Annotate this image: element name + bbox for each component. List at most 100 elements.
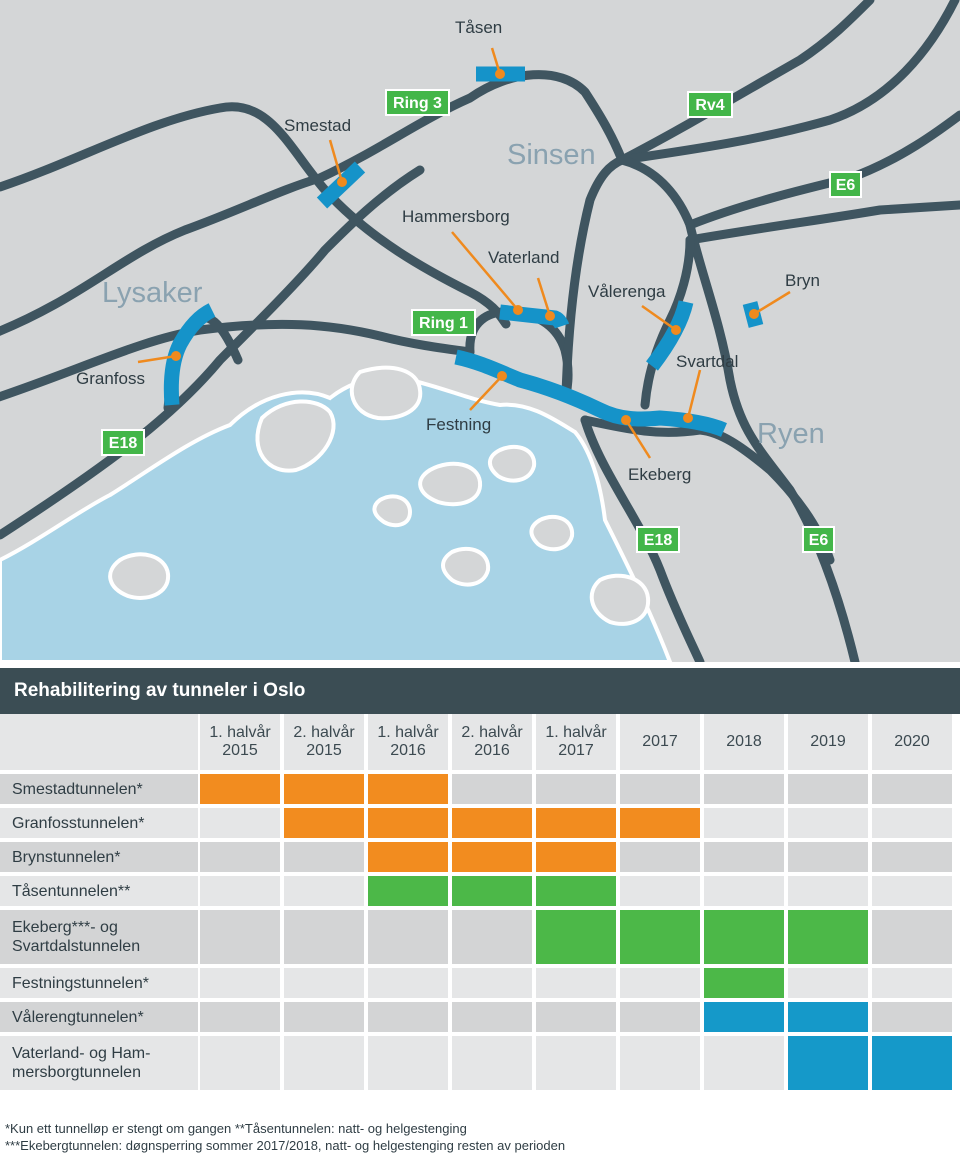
tunnel-name-line: Festningstunnelen* bbox=[12, 974, 149, 992]
schedule-bar-active bbox=[284, 808, 364, 838]
schedule-cell-empty bbox=[452, 1002, 532, 1032]
tunnel-row-label: Vaterland- og Ham-mersborgtunnelen bbox=[0, 1036, 198, 1090]
period-header-text: 2. halvår bbox=[293, 724, 355, 741]
schedule-cell-empty bbox=[452, 910, 532, 964]
tunnel-name: Granfosstunnelen* bbox=[12, 814, 145, 833]
schedule-bar-active bbox=[536, 910, 616, 964]
period-header-text: 2015 bbox=[222, 742, 258, 759]
area-label-sinsen: Sinsen bbox=[507, 139, 596, 171]
tunnel-label-tasen: Tåsen bbox=[455, 18, 502, 37]
schedule-cell-empty bbox=[704, 876, 784, 906]
schedule-cell-empty bbox=[872, 842, 952, 872]
schedule-bar-active bbox=[704, 1002, 784, 1032]
period-header: 2017 bbox=[620, 714, 700, 770]
schedule-bar-active bbox=[200, 774, 280, 804]
schedule-cell-empty bbox=[704, 1036, 784, 1090]
schedule-cell-empty bbox=[452, 774, 532, 804]
schedule-bar-active bbox=[704, 968, 784, 998]
road-shield-e6-north: E6 bbox=[829, 171, 862, 198]
schedule-bar-active bbox=[452, 808, 532, 838]
tunnel-label-hammersborg: Hammersborg bbox=[402, 207, 510, 226]
tunnel-row-label: Vålerengtunnelen* bbox=[0, 1002, 198, 1032]
tunnel-row-label: Festningstunnelen* bbox=[0, 968, 198, 998]
period-header-text: 2. halvår bbox=[461, 724, 523, 741]
schedule-cell-empty bbox=[620, 1036, 700, 1090]
schedule-cell-empty bbox=[368, 910, 448, 964]
rehabilitation-schedule-panel: Rehabilitering av tunneler i Oslo 1. hal… bbox=[0, 668, 960, 1158]
island bbox=[441, 546, 491, 587]
svg-text:E6: E6 bbox=[836, 177, 856, 194]
tunnel-label-festning: Festning bbox=[426, 415, 491, 434]
schedule-bar-active bbox=[452, 842, 532, 872]
road-shield-ring3: Ring 3 bbox=[385, 89, 450, 116]
road-shield-e18-west: E18 bbox=[101, 429, 145, 456]
schedule-bar-active bbox=[452, 876, 532, 906]
area-label-lysaker: Lysaker bbox=[102, 277, 203, 309]
period-header-text: 1. halvår bbox=[377, 724, 439, 741]
schedule-cell-empty bbox=[704, 808, 784, 838]
period-header: 2018 bbox=[704, 714, 784, 770]
tunnel-name-line: Vålerengtunnelen* bbox=[12, 1008, 144, 1026]
schedule-cell-empty bbox=[284, 876, 364, 906]
schedule-cell-empty bbox=[200, 842, 280, 872]
footnotes: *Kun ett tunnelløp er stengt om gangen *… bbox=[5, 1120, 955, 1154]
tunnel-row-label: Smestadtunnelen* bbox=[0, 774, 198, 804]
period-header: 2. halvår 2015 bbox=[284, 714, 364, 770]
period-header-text: 1. halvår bbox=[209, 724, 271, 741]
schedule-bar-active bbox=[788, 1002, 868, 1032]
schedule-cell-empty bbox=[620, 1002, 700, 1032]
tunnel-label-vaterland: Vaterland bbox=[488, 248, 560, 267]
tunnel-name: Smestadtunnelen* bbox=[12, 780, 143, 799]
schedule-cell-empty bbox=[536, 1036, 616, 1090]
island bbox=[529, 514, 575, 552]
schedule-cell-empty bbox=[536, 774, 616, 804]
tunnel-label-bryn: Bryn bbox=[785, 271, 820, 290]
schedule-bar-active bbox=[620, 910, 700, 964]
tunnel-name-line: Svartdalstunnelen bbox=[12, 938, 141, 955]
tunnel-name: Tåsentunnelen** bbox=[12, 882, 130, 901]
tunnel-row-label: Tåsentunnelen** bbox=[0, 876, 198, 906]
footnote-line: ***Ekebergtunnelen: døgnsperring sommer … bbox=[5, 1138, 566, 1153]
island bbox=[255, 399, 336, 473]
schedule-bar-active bbox=[368, 876, 448, 906]
island bbox=[349, 365, 423, 421]
tunnel-name-line: Smestadtunnelen* bbox=[12, 780, 143, 798]
period-header-text: 2020 bbox=[894, 733, 930, 750]
tunnel-markers bbox=[137, 47, 791, 459]
road-shield-e18-south: E18 bbox=[636, 526, 680, 553]
tunnel-name: Festningstunnelen* bbox=[12, 974, 149, 993]
schedule-cell-empty bbox=[284, 1036, 364, 1090]
period-header-text: 2018 bbox=[726, 733, 762, 750]
schedule-cell-empty bbox=[284, 842, 364, 872]
schedule-title: Rehabilitering av tunneler i Oslo bbox=[0, 668, 960, 714]
tunnel-name: Brynstunnelen* bbox=[12, 848, 121, 867]
period-header: 1. halvår 2017 bbox=[536, 714, 616, 770]
schedule-bar-active bbox=[368, 774, 448, 804]
island bbox=[108, 552, 171, 600]
schedule-cell-empty bbox=[788, 968, 868, 998]
footnote-line: *Kun ett tunnelløp er stengt om gangen *… bbox=[5, 1121, 467, 1136]
schedule-cell-empty bbox=[200, 876, 280, 906]
schedule-cell-empty bbox=[872, 876, 952, 906]
schedule-bar-active bbox=[704, 910, 784, 964]
schedule-cell-empty bbox=[284, 1002, 364, 1032]
schedule-cell-empty bbox=[368, 1002, 448, 1032]
schedule-cell-empty bbox=[788, 774, 868, 804]
schedule-bar-active bbox=[620, 808, 700, 838]
schedule-bar-active bbox=[536, 876, 616, 906]
tunnel-name-line: Granfosstunnelen* bbox=[12, 814, 145, 832]
schedule-cell-empty bbox=[200, 1036, 280, 1090]
period-header-text: 2016 bbox=[390, 742, 426, 759]
period-header-text: 2015 bbox=[306, 742, 342, 759]
schedule-cell-empty bbox=[704, 774, 784, 804]
schedule-cell-empty bbox=[704, 842, 784, 872]
tunnel-label-smestad: Smestad bbox=[284, 116, 351, 135]
schedule-cell-empty bbox=[200, 968, 280, 998]
schedule-cell-empty bbox=[200, 808, 280, 838]
schedule-bar-active bbox=[788, 1036, 868, 1090]
tunnel-name: Vålerengtunnelen* bbox=[12, 1008, 144, 1027]
schedule-cell-empty bbox=[536, 1002, 616, 1032]
header-corner bbox=[0, 714, 198, 770]
schedule-cell-empty bbox=[620, 876, 700, 906]
tunnel-name-line: Tåsentunnelen** bbox=[12, 882, 131, 900]
